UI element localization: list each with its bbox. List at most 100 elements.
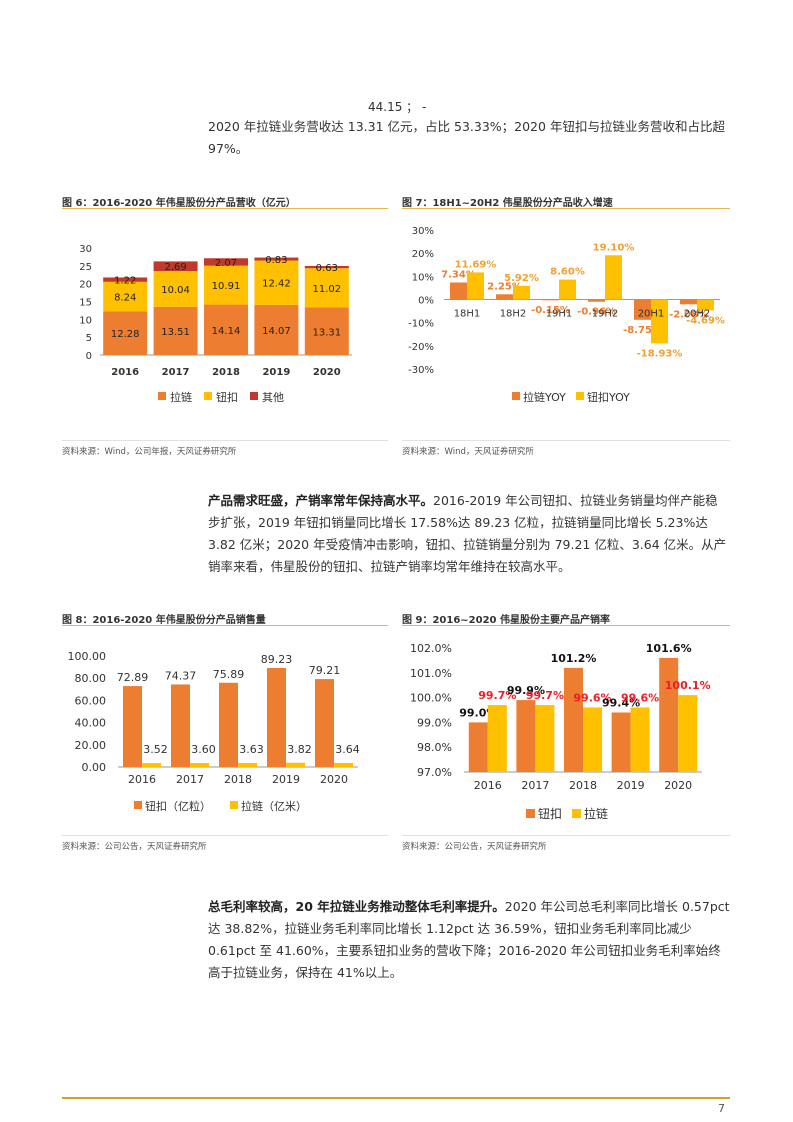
bar-0: [254, 304, 299, 355]
figure-9-source: 资料来源：公司公告，天风证券研究所: [402, 842, 547, 852]
legend-swatch: [134, 801, 142, 809]
x-tick-label: 2017: [176, 773, 204, 786]
bar-1: [286, 762, 305, 767]
data-label: -18.93%: [637, 348, 683, 359]
figure-9-chart: 97.0%98.0%99.0%100.0%101.0%102.0%99.0%99…: [410, 642, 711, 821]
data-label: 79.21: [309, 664, 341, 677]
y-tick-label: 101.0%: [410, 667, 452, 680]
figure-9-source-rule: [402, 835, 730, 836]
bar-1: [190, 763, 209, 767]
bar-2: [204, 258, 248, 266]
bar-1: [559, 279, 576, 300]
bar-2: [153, 261, 198, 272]
figure-8-chart: 0.00 20.00 40.00 60.00 80.00 100.00 72.89 3.52 2…: [68, 650, 360, 813]
legend-swatch: [204, 392, 212, 400]
data-label: 11.02: [312, 284, 341, 295]
x-tick-label: 18H2: [500, 309, 527, 320]
y-tick-label: 97.0%: [417, 766, 452, 779]
bar-0: [564, 667, 583, 772]
bar-1: [697, 299, 714, 311]
y-tick-label: 60.00: [75, 694, 107, 707]
bar-1: [142, 763, 161, 767]
bar-1: [651, 299, 668, 344]
legend-label: 钮扣: [216, 390, 238, 404]
data-label: 14.07: [262, 326, 291, 337]
data-label: 5.92%: [504, 273, 539, 284]
data-label: -0.15%: [531, 305, 570, 316]
y-tick-label: -30%: [408, 365, 434, 376]
y-tick-label: 40.00: [75, 717, 107, 730]
data-label: -2.08%: [669, 309, 708, 320]
data-label: 19.10%: [593, 242, 635, 253]
data-label: 14.14: [212, 326, 241, 337]
data-label: 99.4%: [602, 696, 640, 709]
y-tick-label: 20%: [412, 249, 434, 260]
data-label: 3.60: [191, 743, 216, 756]
page-number: 7: [718, 1102, 725, 1115]
data-label: 74.37: [165, 669, 197, 682]
data-label: 8.60%: [550, 267, 585, 278]
y-tick-label: -20%: [408, 342, 434, 353]
bar-0: [171, 684, 190, 767]
y-tick-label: 99.0%: [417, 716, 452, 729]
data-label: 2.25%: [487, 281, 522, 292]
section2-paragraph: 产品需求旺盛，产销率常年保持高水平。2016-2019 年公司钮扣、拉链业务销量…: [208, 490, 730, 578]
bar-1: [153, 271, 198, 307]
legend-swatch: [250, 392, 258, 400]
data-label: 75.89: [213, 668, 245, 681]
x-tick-label: 20H2: [684, 309, 711, 320]
bar-0: [304, 307, 349, 355]
data-label: 13.31: [312, 327, 341, 338]
bar-1: [238, 762, 257, 767]
legend-swatch: [230, 801, 238, 809]
figure-7-title: 图 7：18H1~20H2 伟星股份分产品收入增速: [402, 198, 613, 209]
x-tick-label: 2018: [224, 773, 252, 786]
data-label: 10.04: [161, 285, 190, 296]
x-tick-label: 2016: [474, 779, 502, 792]
figure-6-chart: 0 5 10 15 20 25 30 12.28 8.24 1.22 2016 13.51 10.04 2…: [79, 244, 352, 404]
legend-label: 钮扣YOY: [587, 390, 630, 404]
bar-1: [605, 255, 622, 300]
x-tick-label: 19H2: [592, 309, 619, 320]
bar-0: [123, 686, 142, 767]
data-label: -8.75%: [623, 325, 662, 336]
y-tick-label: 5: [86, 333, 92, 344]
data-label: 2.69: [164, 262, 186, 273]
x-tick-label: 20H1: [638, 309, 665, 320]
bar-1: [535, 705, 555, 772]
data-label: 89.23: [261, 653, 293, 666]
bar-0: [267, 667, 286, 767]
legend-label: 其他: [262, 391, 284, 404]
figure-7-source-rule: [402, 440, 730, 441]
y-tick-label: 100.0%: [410, 692, 452, 705]
figure-6-source-rule: [62, 440, 388, 441]
x-tick-label: 2018: [569, 779, 597, 792]
legend-swatch: [512, 392, 520, 400]
legend-swatch: [526, 809, 535, 818]
bar-1: [467, 272, 484, 300]
legend-label: 拉链YOY: [523, 390, 566, 404]
bar-1: [304, 268, 349, 308]
x-tick-label: 18H1: [454, 309, 481, 320]
bar-0: [516, 700, 536, 772]
bar-1: [583, 707, 602, 772]
bar-0: [204, 304, 248, 355]
y-tick-label: 10%: [412, 272, 434, 283]
bar-0: [103, 311, 148, 355]
data-label: 100.1%: [665, 679, 711, 692]
section3-paragraph: 总毛利率较高，20 年拉链业务推动整体毛利率提升。2020 年公司总毛利率同比增…: [208, 896, 730, 984]
data-label: 0.63: [316, 263, 338, 274]
x-tick-label: 2019: [272, 773, 300, 786]
data-label: 0.83: [265, 255, 287, 266]
y-tick-label: 15: [79, 298, 92, 309]
y-tick-label: -10%: [408, 319, 434, 330]
y-tick-label: 100.00: [68, 650, 107, 663]
y-tick-label: 25: [79, 262, 92, 273]
figure-8-rule: [62, 625, 388, 626]
data-label: 99.6%: [621, 692, 659, 705]
bar-0: [611, 712, 631, 772]
figure-7-rule: [402, 208, 730, 209]
figure-8-source-rule: [62, 835, 388, 836]
bar-1: [678, 695, 698, 772]
figure-6-rule: [62, 208, 388, 209]
